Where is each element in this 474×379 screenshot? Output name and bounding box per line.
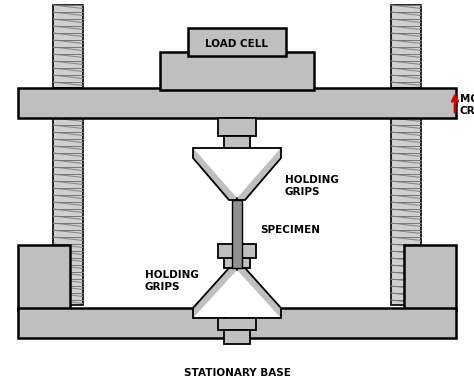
Text: MOVING
CROSSHEAD: MOVING CROSSHEAD (460, 94, 474, 116)
Polygon shape (194, 149, 280, 198)
Bar (218, 318, 256, 330)
Bar (18, 88, 456, 118)
Text: HOLDING
GRIPS: HOLDING GRIPS (285, 175, 339, 197)
Bar (53, 118, 83, 305)
Bar (224, 330, 250, 344)
Bar (391, 5, 421, 88)
Text: SPECIMEN: SPECIMEN (260, 225, 320, 235)
Text: LOAD CELL: LOAD CELL (206, 39, 268, 49)
Polygon shape (237, 268, 281, 318)
Bar (391, 118, 421, 305)
Bar (160, 52, 314, 90)
Bar (188, 28, 286, 56)
Polygon shape (194, 270, 280, 317)
Text: STATIONARY BASE: STATIONARY BASE (183, 368, 291, 378)
Bar (53, 5, 83, 88)
Bar (224, 256, 250, 268)
Text: HOLDING
GRIPS: HOLDING GRIPS (145, 270, 199, 291)
Bar (18, 308, 456, 338)
Polygon shape (193, 268, 237, 318)
Bar (232, 200, 242, 268)
Polygon shape (237, 148, 281, 200)
Bar (18, 245, 70, 310)
Bar (224, 136, 250, 148)
Bar (404, 245, 456, 310)
Bar (218, 118, 256, 136)
Bar (218, 244, 256, 258)
Polygon shape (193, 148, 237, 200)
